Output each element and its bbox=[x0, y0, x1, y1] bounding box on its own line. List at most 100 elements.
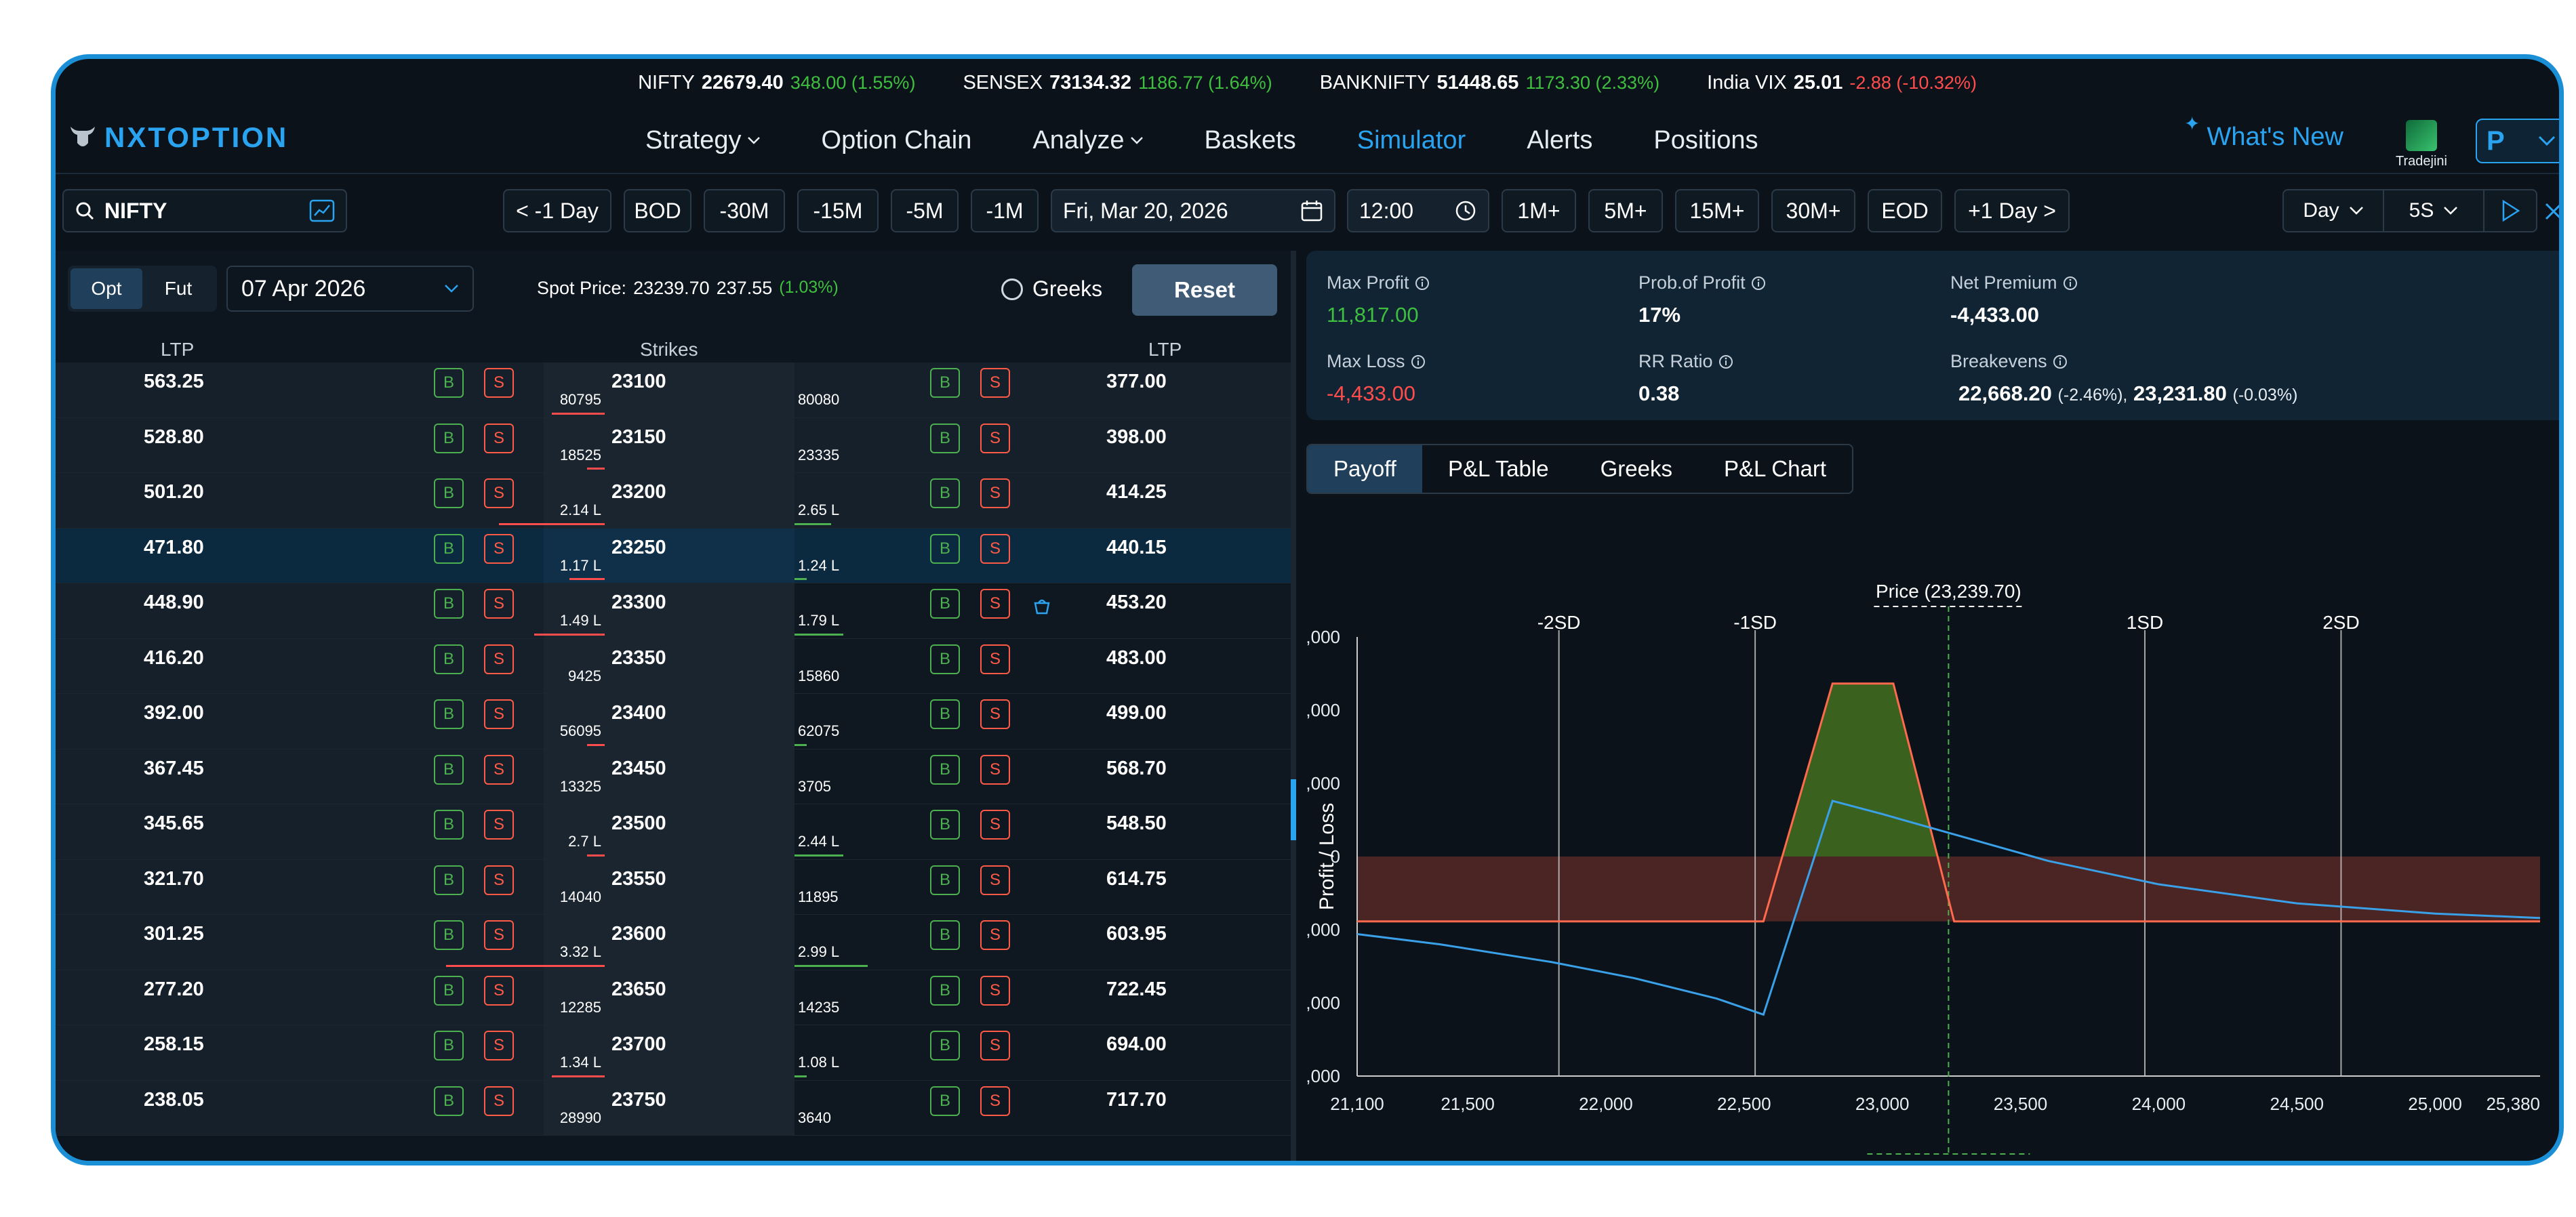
call-sell-button[interactable]: S bbox=[484, 1031, 514, 1060]
call-ltp[interactable]: 301.25 bbox=[144, 923, 204, 945]
call-ltp[interactable]: 392.00 bbox=[144, 702, 204, 724]
close-icon[interactable] bbox=[2543, 201, 2564, 222]
nav-option-chain[interactable]: Option Chain bbox=[822, 126, 972, 155]
call-buy-button[interactable]: B bbox=[434, 920, 464, 950]
put-ltp[interactable]: 377.00 bbox=[1106, 371, 1167, 392]
call-buy-button[interactable]: B bbox=[434, 368, 464, 398]
plus-1m-button[interactable]: 1M+ bbox=[1502, 189, 1576, 232]
plus-30m-button[interactable]: 30M+ bbox=[1771, 189, 1855, 232]
call-buy-button[interactable]: B bbox=[434, 1086, 464, 1116]
put-sell-button[interactable]: S bbox=[980, 754, 1010, 785]
put-sell-button[interactable]: S bbox=[980, 533, 1010, 564]
chain-scrollbar[interactable] bbox=[1291, 251, 1296, 1161]
put-ltp[interactable]: 568.70 bbox=[1106, 757, 1167, 779]
put-ltp[interactable]: 483.00 bbox=[1106, 646, 1167, 669]
put-ltp[interactable]: 717.70 bbox=[1106, 1088, 1167, 1111]
fut-tab[interactable]: Fut bbox=[164, 278, 193, 299]
put-ltp[interactable]: 398.00 bbox=[1106, 426, 1167, 448]
nav-strategy[interactable]: Strategy bbox=[645, 126, 761, 155]
put-sell-button[interactable]: S bbox=[980, 368, 1010, 398]
call-sell-button[interactable]: S bbox=[484, 865, 514, 895]
info-icon[interactable] bbox=[1411, 354, 1426, 369]
call-ltp[interactable]: 367.45 bbox=[144, 757, 204, 779]
chain-scroll-thumb[interactable] bbox=[1291, 779, 1296, 840]
call-sell-button[interactable]: S bbox=[484, 478, 514, 508]
plus-5m-button[interactable]: 5M+ bbox=[1588, 189, 1663, 232]
time-picker[interactable]: 12:00 bbox=[1347, 189, 1489, 232]
put-buy-button[interactable]: B bbox=[930, 423, 960, 453]
ticker-item[interactable]: BANKNIFTY 51448.65 1173.30 (2.33%) bbox=[1320, 72, 1659, 94]
put-buy-button[interactable]: B bbox=[930, 533, 960, 564]
brand-logo[interactable]: NXTOPTION bbox=[68, 121, 288, 154]
opt-tab[interactable]: Opt bbox=[71, 268, 142, 309]
put-sell-button[interactable]: S bbox=[980, 1086, 1010, 1116]
put-ltp[interactable]: 453.20 bbox=[1106, 592, 1167, 613]
search-input[interactable]: NIFTY bbox=[104, 198, 167, 223]
call-buy-button[interactable]: B bbox=[434, 533, 464, 564]
call-ltp[interactable]: 501.20 bbox=[144, 481, 204, 503]
call-sell-button[interactable]: S bbox=[484, 533, 514, 564]
put-buy-button[interactable]: B bbox=[930, 699, 960, 729]
put-buy-button[interactable]: B bbox=[930, 754, 960, 785]
call-ltp[interactable]: 563.25 bbox=[144, 371, 204, 392]
put-ltp[interactable]: 548.50 bbox=[1106, 812, 1167, 834]
call-ltp[interactable]: 345.65 bbox=[144, 812, 204, 834]
call-ltp[interactable]: 238.05 bbox=[144, 1088, 204, 1111]
call-buy-button[interactable]: B bbox=[434, 810, 464, 840]
put-buy-button[interactable]: B bbox=[930, 865, 960, 895]
put-sell-button[interactable]: S bbox=[980, 810, 1010, 840]
broker-link[interactable]: Tradejini bbox=[2388, 120, 2455, 169]
put-ltp[interactable]: 499.00 bbox=[1106, 702, 1167, 724]
call-sell-button[interactable]: S bbox=[484, 810, 514, 840]
call-sell-button[interactable]: S bbox=[484, 754, 514, 785]
put-buy-button[interactable]: B bbox=[930, 368, 960, 398]
expiry-select[interactable]: 07 Apr 2026 bbox=[226, 266, 474, 312]
nav-positions[interactable]: Positions bbox=[1653, 126, 1758, 155]
put-ltp[interactable]: 603.95 bbox=[1106, 923, 1167, 945]
chart-icon[interactable] bbox=[309, 199, 335, 222]
call-ltp[interactable]: 258.15 bbox=[144, 1033, 204, 1055]
whats-new-link[interactable]: ✦ What's New bbox=[2184, 113, 2343, 152]
call-sell-button[interactable]: S bbox=[484, 975, 514, 1006]
nav-analyze[interactable]: Analyze bbox=[1032, 126, 1143, 155]
call-ltp[interactable]: 277.20 bbox=[144, 978, 204, 1000]
back-day-button[interactable]: < -1 Day bbox=[503, 189, 611, 232]
info-icon[interactable] bbox=[2053, 354, 2068, 369]
put-ltp[interactable]: 414.25 bbox=[1106, 481, 1167, 503]
info-icon[interactable] bbox=[2063, 276, 2078, 291]
put-ltp[interactable]: 440.15 bbox=[1106, 536, 1167, 558]
basket-icon[interactable] bbox=[1032, 596, 1052, 616]
greeks-toggle[interactable]: Greeks bbox=[1001, 276, 1102, 302]
call-buy-button[interactable]: B bbox=[434, 644, 464, 674]
call-sell-button[interactable]: S bbox=[484, 423, 514, 453]
play-button[interactable] bbox=[2483, 189, 2537, 232]
put-sell-button[interactable]: S bbox=[980, 975, 1010, 1006]
call-buy-button[interactable]: B bbox=[434, 589, 464, 619]
put-buy-button[interactable]: B bbox=[930, 478, 960, 508]
ticker-item[interactable]: India VIX 25.01 -2.88 (-10.32%) bbox=[1707, 72, 1977, 94]
put-buy-button[interactable]: B bbox=[930, 589, 960, 619]
put-buy-button[interactable]: B bbox=[930, 644, 960, 674]
nav-simulator[interactable]: Simulator bbox=[1357, 126, 1466, 155]
minus-15m-button[interactable]: -15M bbox=[797, 189, 879, 232]
plus-15m-button[interactable]: 15M+ bbox=[1675, 189, 1759, 232]
call-sell-button[interactable]: S bbox=[484, 644, 514, 674]
put-buy-button[interactable]: B bbox=[930, 920, 960, 950]
ticker-item[interactable]: SENSEX 73134.32 1186.77 (1.64%) bbox=[963, 72, 1272, 94]
tab-payoff[interactable]: Payoff bbox=[1308, 445, 1422, 493]
date-picker[interactable]: Fri, Mar 20, 2026 bbox=[1051, 189, 1335, 232]
info-icon[interactable] bbox=[1751, 276, 1766, 291]
tab-greeks[interactable]: Greeks bbox=[1600, 456, 1672, 481]
minus-1m-button[interactable]: -1M bbox=[971, 189, 1039, 232]
call-buy-button[interactable]: B bbox=[434, 975, 464, 1006]
eod-button[interactable]: EOD bbox=[1868, 189, 1942, 232]
tab-p-l-chart[interactable]: P&L Chart bbox=[1723, 456, 1826, 481]
put-buy-button[interactable]: B bbox=[930, 1086, 960, 1116]
put-sell-button[interactable]: S bbox=[980, 589, 1010, 619]
put-sell-button[interactable]: S bbox=[980, 1031, 1010, 1060]
call-sell-button[interactable]: S bbox=[484, 368, 514, 398]
call-buy-button[interactable]: B bbox=[434, 699, 464, 729]
bod-button[interactable]: BOD bbox=[624, 189, 691, 232]
put-ltp[interactable]: 722.45 bbox=[1106, 978, 1167, 1000]
call-ltp[interactable]: 416.20 bbox=[144, 646, 204, 669]
